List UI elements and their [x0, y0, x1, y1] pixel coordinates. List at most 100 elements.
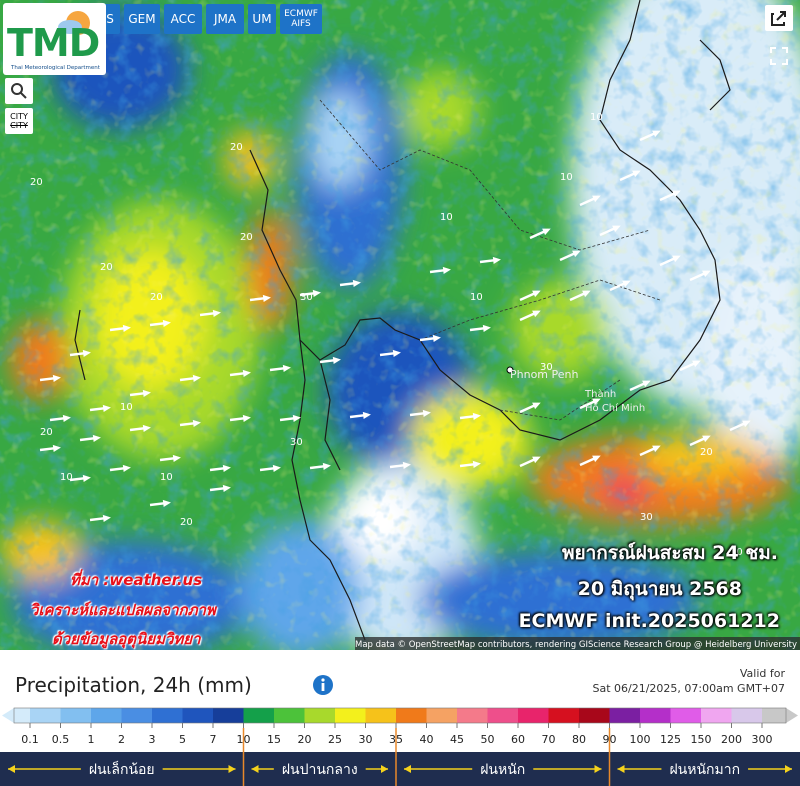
wind-arrow-head [222, 484, 231, 492]
wind-arrow-head [52, 444, 61, 452]
category-arrow-head [251, 765, 259, 773]
wind-arrow-head [592, 398, 601, 406]
scale-tick-label: 0.1 [21, 733, 39, 746]
wind-arrows [39, 130, 751, 522]
fullscreen-button[interactable] [768, 45, 790, 67]
contour-label: 20 [40, 427, 53, 438]
scale-swatch [335, 708, 366, 723]
contour-label: 30 [640, 512, 653, 523]
wind-arrow-head [62, 414, 71, 422]
wind-arrow-head [212, 309, 221, 317]
logo-title: TMD [7, 21, 100, 65]
wind-arrow-head [692, 360, 701, 368]
contour-label: 10 [60, 472, 73, 483]
scale-swatch [640, 708, 671, 723]
wind-arrow-head [612, 225, 621, 233]
color-scale: 0.1 0.5 1 2 3 5 7 10 15 20 25 30 35 40 45 50 60 70 80 90 100… [0, 707, 800, 786]
model-button[interactable]: ECMWF AIFS [280, 4, 322, 34]
scale-swatch [701, 708, 732, 723]
scale-tick-label: 20 [298, 733, 312, 746]
share-button[interactable] [765, 5, 793, 31]
forecast-date: 20 มิถุนายน 2568 [577, 578, 742, 600]
scale-swatch [731, 708, 762, 723]
wind-arrow-head [82, 349, 91, 357]
contour-label: 10 [730, 547, 743, 558]
scale-tick-label: 100 [630, 733, 651, 746]
button-text: ECMWF [284, 9, 318, 19]
wind-arrow-head [242, 414, 251, 422]
contour-label: 20 [180, 517, 193, 528]
scale-swatch [396, 708, 427, 723]
wind-arrow-head [432, 334, 441, 342]
forecast-run: ECMWF init.2025061212 [518, 610, 780, 632]
wind-arrow-head [672, 190, 681, 198]
scale-swatch [518, 708, 549, 723]
category-band [0, 752, 800, 786]
forecast-title: พยากรณ์ฝนสะสม 24 ชม. [561, 542, 778, 564]
city-button[interactable]: CITY CITY [5, 108, 33, 134]
wind-arrow-head [222, 464, 231, 472]
category-arrow-head [404, 765, 411, 773]
scale-tick-label: 15 [267, 733, 281, 746]
scale-end [2, 708, 14, 723]
wind-arrow-head [532, 402, 541, 410]
wind-arrow-head [702, 270, 711, 278]
contour-label: 20 [230, 142, 243, 153]
scale-swatch [60, 708, 91, 723]
contour-label: 20 [150, 292, 163, 303]
wind-arrow-head [102, 514, 111, 522]
scale-tick-label: 1 [88, 733, 95, 746]
model-button[interactable]: UM [248, 4, 276, 34]
wind-arrow-head [742, 420, 751, 428]
wind-arrow-head [362, 411, 371, 419]
wind-arrow-head [442, 266, 451, 274]
scale-tick-label: 60 [511, 733, 525, 746]
wind-arrow-head [92, 434, 101, 442]
wind-arrow-head [572, 250, 581, 258]
wind-arrow-head [492, 256, 501, 264]
model-button[interactable]: GEM [124, 4, 160, 34]
wind-arrow-head [142, 389, 151, 397]
fullscreen-icon [770, 47, 788, 65]
contour-label: 10 [440, 212, 453, 223]
logo-sun [58, 11, 90, 35]
scale-swatch [609, 708, 640, 723]
place-label: Thành [584, 388, 616, 400]
scale-tick-label: 70 [542, 733, 556, 746]
wind-arrow-head [312, 289, 321, 297]
wind-arrow-head [52, 374, 61, 382]
contour-label: 10 [120, 402, 133, 413]
contour-labels: 20 20 20 20 10 10 30 10 20 10 10 30 20 10 10 30 20 10 30 20 [30, 112, 743, 558]
wind-arrow-head [172, 454, 181, 462]
scale-end [786, 708, 798, 723]
scale-swatch [274, 708, 305, 723]
place-label: Phnom Penh [510, 368, 578, 381]
category-label: ฝนปานกลาง [282, 762, 358, 778]
credit: วิเคราะห์และแปลผลจากภาพ [30, 601, 216, 619]
contour-label: 10 [160, 472, 173, 483]
scale-swatch [213, 708, 244, 723]
wind-arrow-head [282, 364, 291, 372]
city-dot [506, 366, 514, 374]
scale-swatch [152, 708, 183, 723]
wind-arrow-head [702, 435, 711, 443]
info-icon[interactable] [312, 674, 334, 696]
contour-label: 30 [300, 292, 313, 303]
contour-label: 10 [560, 172, 573, 183]
wind-arrow-head [672, 255, 681, 263]
wind-arrow-head [162, 319, 171, 327]
logo[interactable]: TMD Thai Meteorological Department [3, 3, 106, 75]
scale-swatch [365, 708, 396, 723]
scale-swatch [426, 708, 457, 723]
model-button[interactable]: ACC [164, 4, 202, 34]
model-button[interactable]: JMA [206, 4, 244, 34]
wind-arrow-head [402, 461, 411, 469]
wind-arrow-head [102, 404, 111, 412]
contour-label: 10 [470, 292, 483, 303]
scale-tick-label: 50 [481, 733, 495, 746]
zoom-button[interactable] [5, 78, 33, 104]
scale-swatch [30, 708, 61, 723]
wind-arrow-head [352, 279, 361, 287]
category-arrow-head [228, 765, 236, 773]
